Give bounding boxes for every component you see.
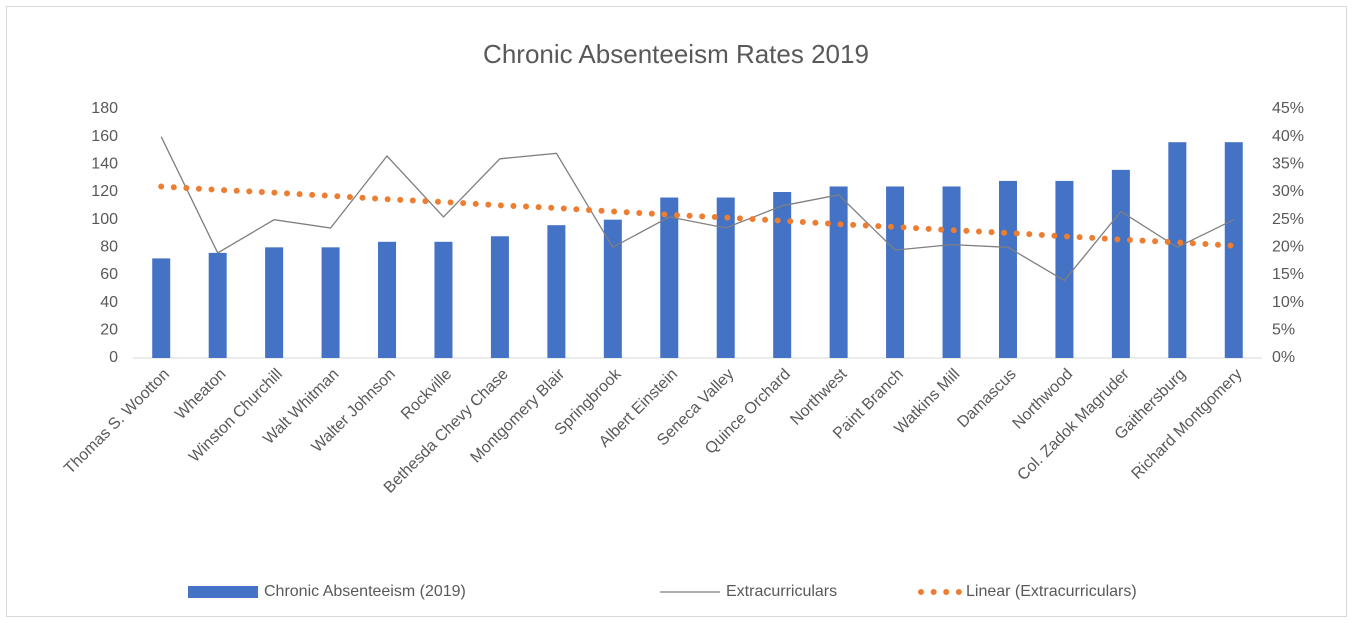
legend-label: Extracurriculars xyxy=(726,583,837,600)
chart-title: Chronic Absenteeism Rates 2019 xyxy=(483,39,869,69)
bar xyxy=(434,241,453,358)
y2-tick-label: 15% xyxy=(1272,266,1304,283)
bar xyxy=(1055,180,1074,358)
legend-label: Chronic Absenteeism (2019) xyxy=(264,583,466,600)
bar xyxy=(1111,169,1130,358)
y2-tick-label: 25% xyxy=(1272,211,1304,228)
legend-label: Linear (Extracurriculars) xyxy=(966,583,1137,600)
trend-line xyxy=(158,183,1237,249)
y-tick-label: 180 xyxy=(91,100,118,117)
y2-tick-label: 10% xyxy=(1272,294,1304,311)
bar xyxy=(603,219,622,358)
bar xyxy=(716,197,735,358)
bar xyxy=(378,241,397,358)
bar xyxy=(490,236,509,358)
y2-tick-label: 35% xyxy=(1272,156,1304,173)
bar xyxy=(1224,142,1243,358)
bar xyxy=(321,247,340,358)
y2-tick-label: 0% xyxy=(1272,349,1295,366)
y2-tick-label: 5% xyxy=(1272,322,1295,339)
y-tick-label: 140 xyxy=(91,156,118,173)
y-tick-label: 100 xyxy=(91,211,118,228)
y2-tick-label: 20% xyxy=(1272,239,1304,256)
bar xyxy=(773,192,792,358)
bar xyxy=(208,252,227,358)
y2-tick-label: 30% xyxy=(1272,183,1304,200)
bar xyxy=(998,180,1017,358)
line xyxy=(160,136,1235,282)
y-tick-label: 160 xyxy=(91,128,118,145)
bar xyxy=(265,247,284,358)
bar xyxy=(942,186,961,358)
y-tick-label: 20 xyxy=(100,322,118,339)
y-tick-label: 60 xyxy=(100,266,118,283)
y-tick-label: 40 xyxy=(100,294,118,311)
bar xyxy=(660,197,679,358)
bar xyxy=(886,186,905,358)
bar xyxy=(152,258,171,358)
y-tick-label: 120 xyxy=(91,183,118,200)
bar xyxy=(829,186,848,358)
y-tick-label: 80 xyxy=(100,239,118,256)
y2-tick-label: 40% xyxy=(1272,128,1304,145)
y2-tick-label: 45% xyxy=(1272,100,1304,117)
legend-swatch xyxy=(188,586,258,598)
bar xyxy=(1168,142,1187,358)
bar xyxy=(547,225,566,358)
y-tick-label: 0 xyxy=(109,349,118,366)
